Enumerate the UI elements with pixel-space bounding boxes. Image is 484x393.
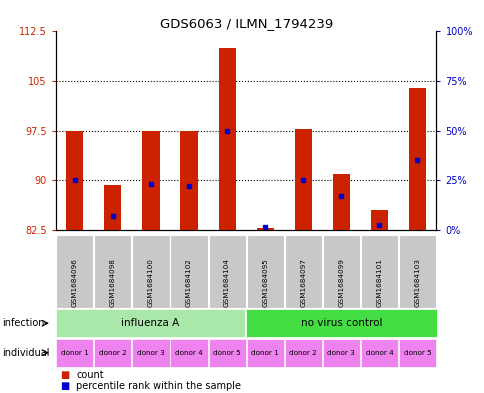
Bar	[142, 130, 159, 230]
Text: donor 3: donor 3	[327, 350, 354, 356]
Text: GSM1684103: GSM1684103	[414, 258, 420, 307]
Text: GSM1684096: GSM1684096	[72, 258, 77, 307]
Text: percentile rank within the sample: percentile rank within the sample	[76, 381, 241, 391]
Text: donor 1: donor 1	[251, 350, 278, 356]
Text: GSM1684104: GSM1684104	[224, 258, 229, 307]
Text: GSM1684099: GSM1684099	[338, 258, 344, 307]
Text: donor 5: donor 5	[213, 350, 241, 356]
Text: infection: infection	[2, 318, 45, 328]
Text: donor 2: donor 2	[289, 350, 317, 356]
Text: donor 2: donor 2	[99, 350, 126, 356]
Bar	[180, 130, 197, 230]
Text: GSM1684098: GSM1684098	[110, 258, 116, 307]
Bar	[294, 129, 311, 230]
Title: GDS6063 / ILMN_1794239: GDS6063 / ILMN_1794239	[159, 17, 332, 30]
Text: GSM1684095: GSM1684095	[262, 258, 268, 307]
Text: GSM1684102: GSM1684102	[186, 258, 192, 307]
Text: individual: individual	[2, 348, 50, 358]
Bar	[256, 228, 273, 230]
Text: donor 5: donor 5	[403, 350, 430, 356]
Bar	[104, 185, 121, 230]
Bar	[218, 48, 235, 230]
Bar	[408, 88, 425, 230]
Text: GSM1684097: GSM1684097	[300, 258, 305, 307]
Text: ■: ■	[60, 381, 70, 391]
Text: donor 4: donor 4	[175, 350, 202, 356]
Bar	[332, 174, 349, 230]
Bar	[66, 130, 83, 230]
Text: count: count	[76, 369, 104, 380]
Text: no virus control: no virus control	[300, 318, 381, 328]
Text: GSM1684101: GSM1684101	[376, 258, 381, 307]
Text: GSM1684100: GSM1684100	[148, 258, 153, 307]
Text: donor 4: donor 4	[365, 350, 393, 356]
Text: donor 3: donor 3	[137, 350, 165, 356]
Bar	[370, 210, 387, 230]
Text: ■: ■	[60, 369, 70, 380]
Text: donor 1: donor 1	[61, 350, 89, 356]
Text: influenza A: influenza A	[121, 318, 179, 328]
